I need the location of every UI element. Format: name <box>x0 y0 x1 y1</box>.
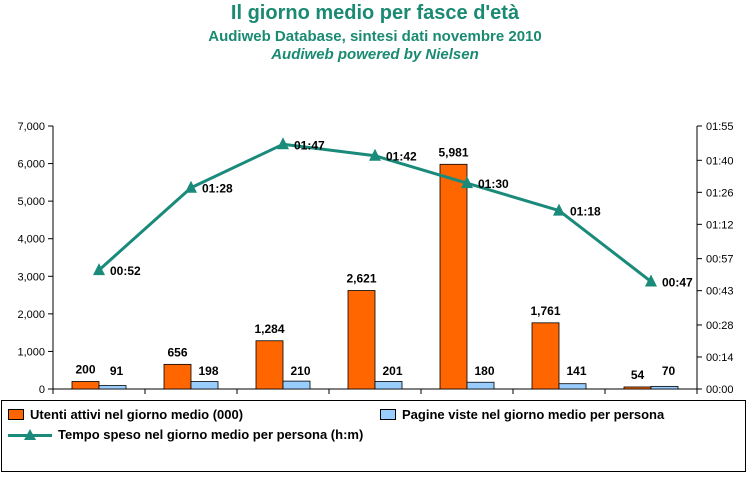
y-right-tick-label: 01:55 <box>706 121 734 133</box>
data-label-utenti: 200 <box>75 362 95 376</box>
legend-item-utenti: Utenti attivi nel giorno medio (000) <box>8 407 243 422</box>
data-label-tempo: 01:30 <box>478 177 509 191</box>
data-label-tempo: 00:47 <box>662 276 693 290</box>
legend-label-tempo: Tempo speso nel giorno medio per persona… <box>58 427 364 442</box>
y-right-tick-label: 00:00 <box>706 384 734 396</box>
legend-line-marker-tempo <box>8 428 52 441</box>
y-right-tick-label: 00:43 <box>706 286 734 298</box>
legend-item-pagine: Pagine viste nel giorno medio per person… <box>380 407 664 422</box>
bar-pagine <box>374 381 403 390</box>
bar-utenti <box>163 363 192 390</box>
bar-utenti <box>71 381 100 390</box>
marker-tempo <box>93 263 105 276</box>
legend: Utenti attivi nel giorno medio (000) Pag… <box>1 400 746 472</box>
data-label-utenti: 5,981 <box>438 145 468 159</box>
data-label-pagine: 201 <box>382 364 402 378</box>
legend-item-tempo: Tempo speso nel giorno medio per persona… <box>8 427 363 442</box>
y-left-tick-label: 6,000 <box>17 159 45 171</box>
data-label-tempo: 01:42 <box>386 150 417 164</box>
data-label-pagine: 180 <box>474 364 494 378</box>
bar-pagine <box>466 381 495 390</box>
bar-utenti <box>531 322 560 390</box>
data-label-tempo: 00:52 <box>110 264 141 278</box>
y-left-tick-label: 4,000 <box>17 234 45 246</box>
data-label-tempo: 01:28 <box>202 182 233 196</box>
bar-pagine <box>650 385 679 390</box>
data-label-utenti: 1,284 <box>254 322 284 336</box>
data-label-utenti: 2,621 <box>346 272 376 286</box>
bar-utenti <box>255 340 284 390</box>
bar-pagine <box>190 381 219 390</box>
bar-utenti <box>623 386 652 390</box>
data-label-utenti: 54 <box>631 368 645 382</box>
bar-utenti <box>439 163 468 390</box>
marker-tempo <box>461 176 473 189</box>
marker-tempo <box>369 148 381 161</box>
y-left-tick-label: 7,000 <box>17 121 45 133</box>
line-tempo <box>97 142 652 283</box>
data-label-pagine: 141 <box>566 364 586 378</box>
bar-utenti <box>347 290 376 390</box>
y-right-tick-label: 00:28 <box>706 320 734 332</box>
y-right-tick-label: 01:40 <box>706 155 734 167</box>
y-left-tick-label: 0 <box>39 384 45 396</box>
data-label-utenti: 656 <box>167 345 187 359</box>
data-label-tempo: 01:47 <box>294 138 325 152</box>
legend-label-pagine: Pagine viste nel giorno medio per person… <box>402 407 665 422</box>
y-right-tick-label: 01:26 <box>706 187 734 199</box>
chart-title: Il giorno medio per fasce d'età <box>230 2 520 24</box>
marker-tempo <box>185 180 197 193</box>
chart-credit: Audiweb powered by Nielsen <box>271 46 479 63</box>
legend-swatch-pagine <box>380 409 396 420</box>
marker-tempo <box>277 137 289 150</box>
y-left-tick-label: 2,000 <box>17 309 45 321</box>
data-label-pagine: 198 <box>198 364 218 378</box>
chart-subtitle: Audiweb Database, sintesi dati novembre … <box>208 28 542 45</box>
data-label-tempo: 01:18 <box>570 205 601 219</box>
y-left-tick-label: 5,000 <box>17 196 45 208</box>
marker-tempo <box>645 274 657 287</box>
legend-swatch-utenti <box>8 409 24 420</box>
bar-pagine <box>558 383 587 390</box>
y-right-tick-label: 00:57 <box>706 254 734 266</box>
y-left-tick-label: 3,000 <box>17 271 45 283</box>
bar-pagine <box>98 385 127 390</box>
combo-chart: 0 1,000 2,000 3,000 4,000 5,000 6,000 7,000 00:0… <box>17 121 734 396</box>
data-label-pagine: 91 <box>110 364 124 378</box>
data-label-pagine: 210 <box>290 364 310 378</box>
y-right-tick-label: 01:12 <box>706 219 734 231</box>
data-label-pagine: 70 <box>662 364 676 378</box>
data-label-utenti: 1,761 <box>530 304 560 318</box>
y-left-tick-label: 1,000 <box>17 346 45 358</box>
y-right-tick-label: 00:14 <box>706 352 734 364</box>
marker-tempo <box>553 203 565 216</box>
bar-pagine <box>282 380 311 390</box>
legend-label-utenti: Utenti attivi nel giorno medio (000) <box>30 407 244 422</box>
